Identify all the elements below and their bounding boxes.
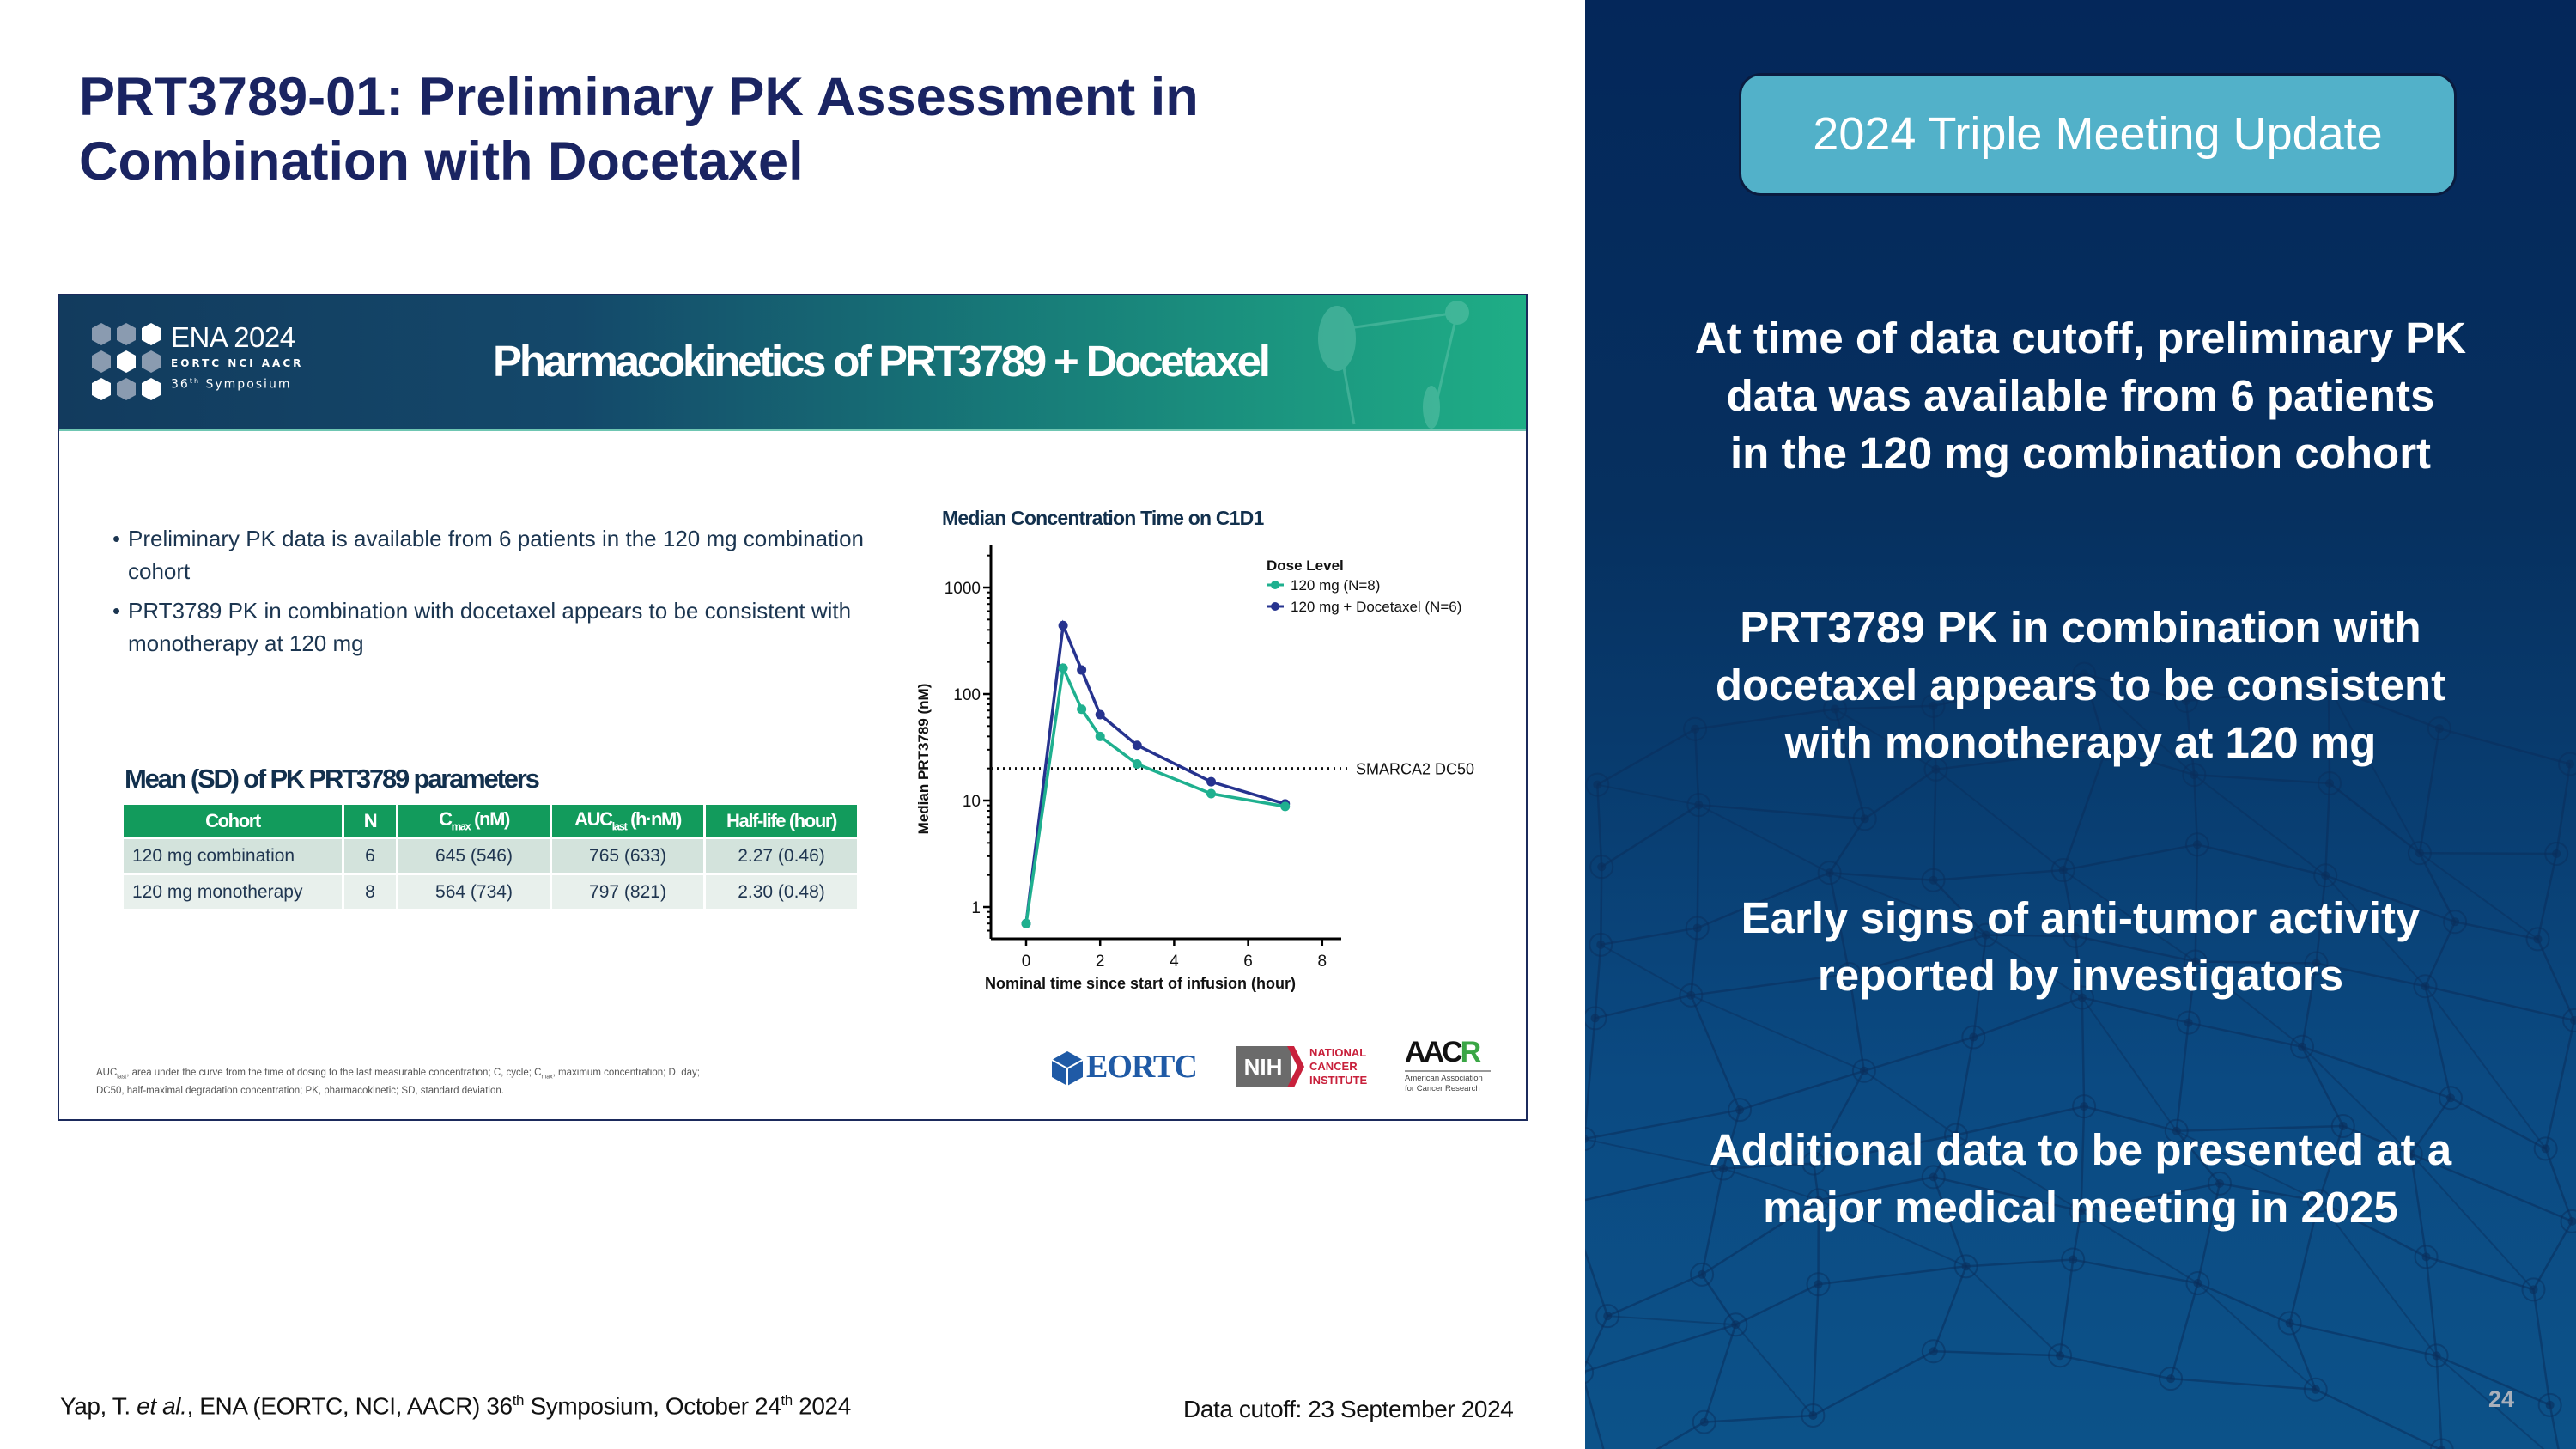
cell-cmax: 564 (734) (398, 875, 550, 909)
hexagon-grid-icon (92, 323, 161, 400)
svg-text:Dose Level: Dose Level (1267, 557, 1344, 574)
svg-text:10: 10 (963, 793, 981, 811)
svg-text:8: 8 (1318, 953, 1327, 971)
key-point: At time of data cutoff, preliminary PK d… (1694, 314, 2467, 478)
bullet-item: Preliminary PK data is available from 6 … (111, 522, 866, 588)
nci-logo: NIH NATIONAL CANCER INSTITUTE (1236, 1041, 1390, 1094)
slide-title: PRT3789-01: Preliminary PK Assessment in… (79, 67, 1199, 192)
svg-text:Median PRT3789 (nM): Median PRT3789 (nM) (915, 684, 932, 835)
cell-cohort: 120 mg combination (124, 839, 342, 873)
svg-text:1000: 1000 (945, 580, 981, 598)
chevron-right-icon (1287, 1046, 1304, 1087)
cell-auc: 765 (633) (552, 839, 703, 873)
svg-text:1: 1 (971, 899, 981, 917)
symposium-label: 36th Symposium (171, 377, 292, 392)
cell-auc: 797 (821) (552, 875, 703, 909)
footnote: AUClast, area under the curve from the t… (96, 1068, 700, 1097)
right-summary-panel: 2024 Triple Meeting Update At time of da… (1585, 0, 2576, 1449)
citation: Yap, T. et al., ENA (EORTC, NCI, AACR) 3… (60, 1392, 851, 1420)
cell-cmax: 645 (546) (398, 839, 550, 873)
conference-orgs: EORTC NCI AACR (171, 357, 304, 369)
header-cmax: Cmax (nM) (398, 805, 550, 837)
eortc-cube-icon (1051, 1051, 1084, 1086)
chart-plot-area: 1 10 100 1000 0 2 4 6 8 Nominal time since start … (915, 545, 1474, 992)
key-point: Early signs of anti-tumor activity repor… (1741, 893, 2421, 1000)
svg-text:120 mg (N=8): 120 mg (N=8) (1291, 577, 1380, 594)
update-badge: 2024 Triple Meeting Update (1739, 73, 2457, 196)
chart-title: Median Concentration Time on C1D1 (942, 507, 1264, 529)
table-row: 120 mg combination 6 645 (546) 765 (633)… (124, 839, 857, 873)
cell-halflife: 2.27 (0.46) (706, 839, 857, 873)
svg-text:0: 0 (1022, 953, 1031, 971)
svg-text:120 mg + Docetaxel (N=6): 120 mg + Docetaxel (N=6) (1291, 599, 1461, 615)
ena-2024-logo: ENA 2024 EORTC NCI AACR 36th Symposium (90, 321, 313, 407)
svg-text:100: 100 (953, 686, 981, 704)
header-auc: AUClast (h·nM) (552, 805, 703, 837)
header-cohort: Cohort (124, 805, 342, 837)
table-title: Mean (SD) of PK PRT3789 parameters (125, 764, 540, 794)
pk-concentration-chart: 1 10 100 1000 0 2 4 6 8 Nominal time since start … (915, 545, 1474, 992)
cell-n: 6 (344, 839, 396, 873)
table-row: 120 mg monotherapy 8 564 (734) 797 (821)… (124, 875, 857, 909)
banner-title: Pharmacokinetics of PRT3789 + Docetaxel (493, 337, 1271, 386)
embedded-conference-slide: ENA 2024 EORTC NCI AACR 36th Symposium P… (58, 294, 1528, 1121)
conference-banner: ENA 2024 EORTC NCI AACR 36th Symposium P… (59, 295, 1526, 431)
key-point: Additional data to be presented at a maj… (1709, 1125, 2452, 1232)
header-n: N (344, 805, 396, 837)
svg-text:2: 2 (1096, 953, 1105, 971)
pk-parameters-table: Cohort N Cmax (nM) AUClast (h·nM) Half-l… (121, 802, 860, 911)
cell-n: 8 (344, 875, 396, 909)
data-cutoff: Data cutoff: 23 September 2024 (1183, 1396, 1514, 1422)
cell-cohort: 120 mg monotherapy (124, 875, 342, 909)
molecule-decoration-icon (1318, 301, 1469, 429)
conference-name: ENA 2024 (171, 321, 295, 353)
page-number: 24 (2488, 1386, 2515, 1412)
key-point: PRT3789 PK in combination with docetaxel… (1715, 603, 2446, 767)
bullet-list: Preliminary PK data is available from 6 … (111, 522, 866, 667)
network-background-icon (1585, 661, 2576, 1449)
table-header-row: Cohort N Cmax (nM) AUClast (h·nM) Half-l… (124, 805, 857, 837)
svg-text:SMARCA2 DC50: SMARCA2 DC50 (1356, 761, 1474, 778)
svg-text:4: 4 (1170, 953, 1179, 971)
header-halflife: Half-life (hour) (706, 805, 857, 837)
aacr-logo: AACR American Association for Cancer Res… (1405, 1036, 1525, 1096)
eortc-logo: EORTC (1048, 1044, 1203, 1093)
cell-halflife: 2.30 (0.48) (706, 875, 857, 909)
svg-text:6: 6 (1243, 953, 1253, 971)
svg-text:Nominal time since start of in: Nominal time since start of infusion (ho… (985, 975, 1296, 992)
bullet-item: PRT3789 PK in combination with docetaxel… (111, 594, 866, 660)
